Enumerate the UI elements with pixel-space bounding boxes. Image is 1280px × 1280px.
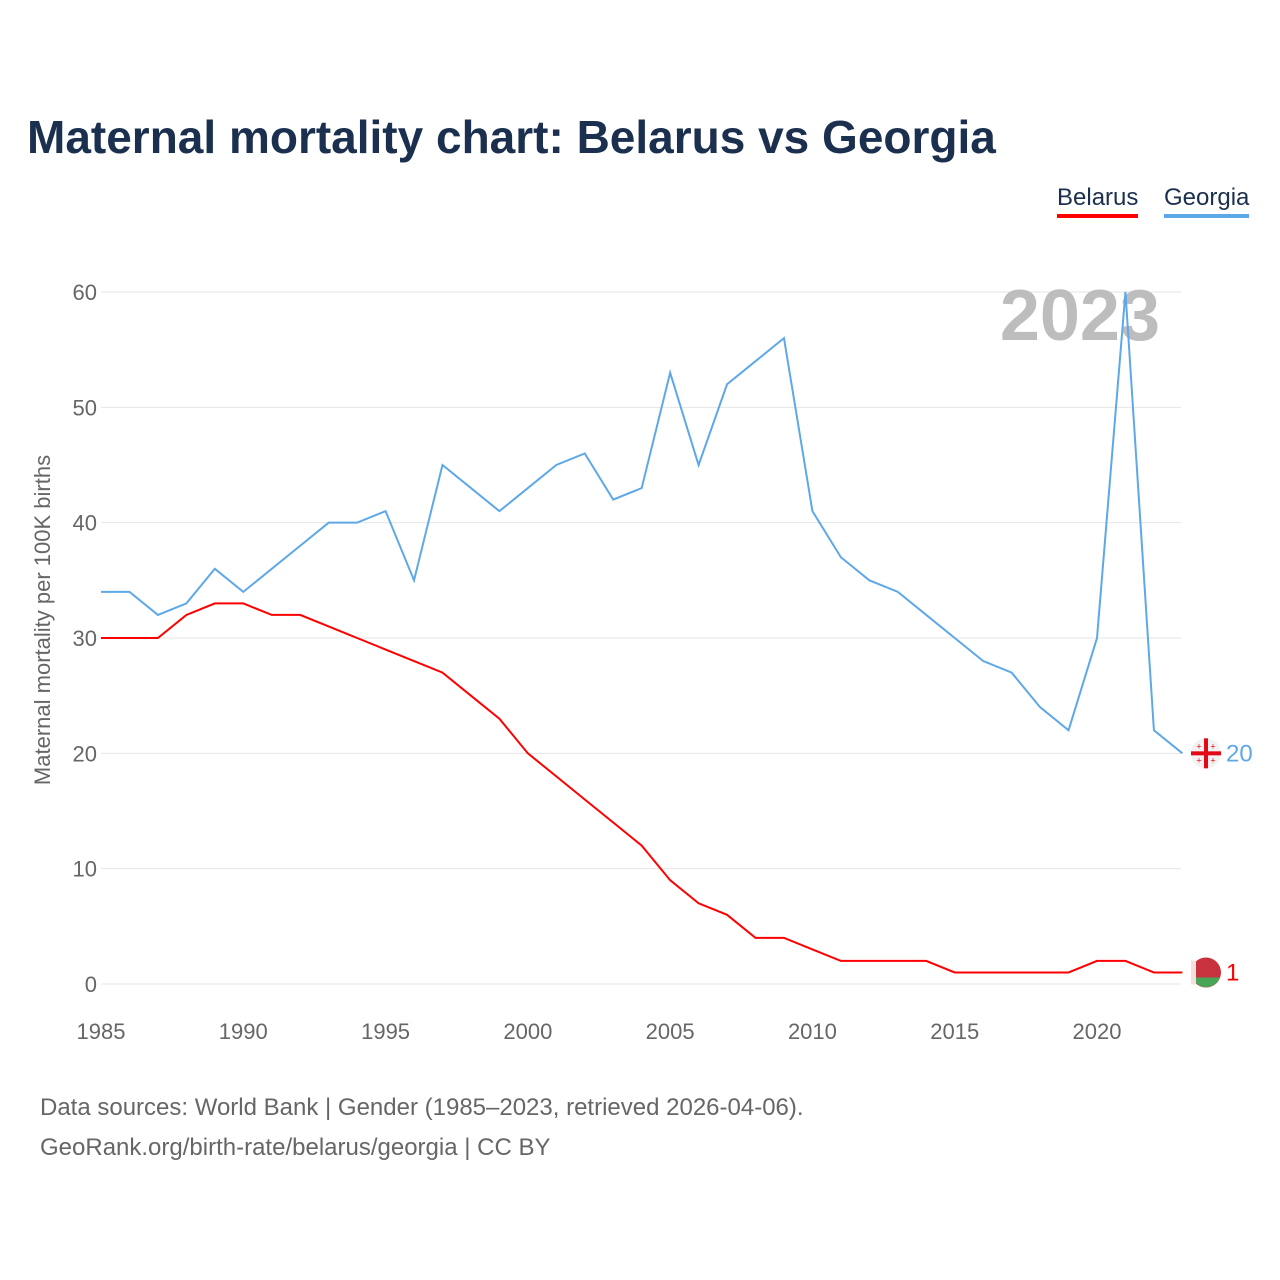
x-tick-label: 2005 [646,1019,695,1044]
y-tick-label: 0 [85,972,97,997]
chart-title: Maternal mortality chart: Belarus vs Geo… [27,111,996,163]
source-line-2[interactable]: GeoRank.org/birth-rate/belarus/georgia |… [40,1134,551,1161]
y-tick-label: 60 [73,280,97,305]
legend-belarus[interactable]: Belarus [1057,184,1139,218]
y-axis-label: Maternal mortality per 100K births [30,455,55,785]
georgia-flag-small-cross: + [1210,755,1215,765]
end-label-belarus: 1 [1226,959,1239,986]
x-tick-label: 2010 [788,1019,837,1044]
x-tick-label: 2015 [930,1019,979,1044]
x-tick-label: 2000 [503,1019,552,1044]
y-tick-label: 10 [73,857,97,882]
source-line-1: Data sources: World Bank | Gender (1985–… [40,1094,804,1121]
x-tick-label: 1995 [361,1019,410,1044]
georgia-flag-cross [1204,738,1208,769]
belarus-flag-ornament [1191,960,1196,985]
end-label-georgia: 20 [1226,740,1253,767]
x-tick-label: 1985 [77,1019,126,1044]
x-tick-label: 1990 [219,1019,268,1044]
series-line-belarus [101,602,1183,974]
year-badge: 2023 [1000,276,1160,356]
y-tick-label: 50 [73,395,97,420]
y-tick-label: 30 [73,626,97,651]
legend-georgia[interactable]: Georgia [1164,184,1250,218]
georgia-flag-small-cross: + [1196,755,1201,765]
y-tick-label: 20 [73,741,97,766]
source-note: Data sources: World Bank | Gender (1985–… [40,1088,804,1168]
y-tick-label: 40 [73,511,97,536]
x-tick-label: 2020 [1073,1019,1122,1044]
georgia-flag-small-cross: + [1196,741,1201,751]
belarus-flag-green [1192,977,1220,988]
series-line-georgia [101,291,1184,755]
georgia-flag-small-cross: + [1210,741,1215,751]
